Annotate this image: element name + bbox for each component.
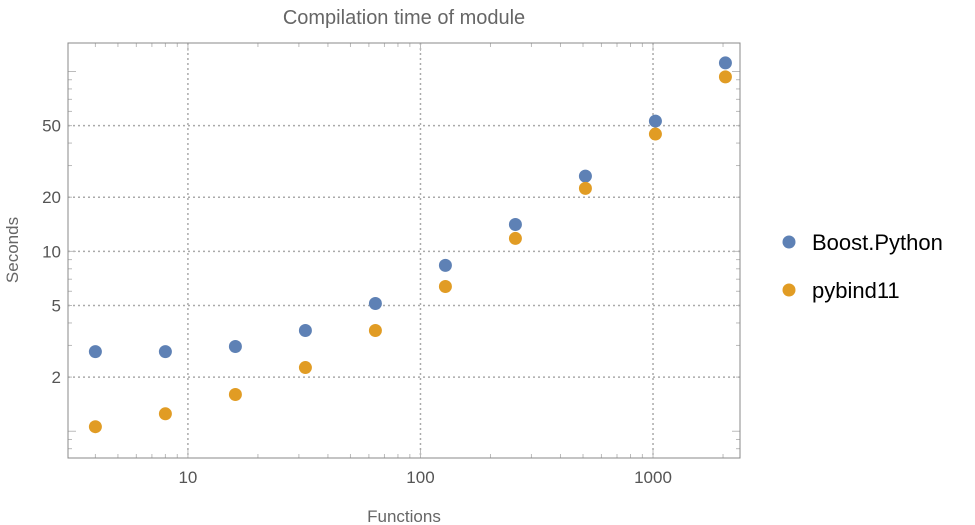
legend-label: Boost.Python [812,230,943,255]
data-points [88,56,732,434]
data-point-boost-python [718,56,732,70]
chart-title: Compilation time of module [283,7,525,29]
x-tick-labels: 10 100 1000 [178,468,671,487]
data-point-pybind11 [228,388,242,402]
y-tick-labels: 2 5 10 20 50 [42,117,61,387]
data-point-boost-python [578,169,592,183]
data-point-pybind11 [88,420,102,434]
y-tick-label: 20 [42,188,61,207]
legend-marker [782,283,796,297]
data-point-boost-python [298,324,312,338]
data-point-boost-python [648,114,662,128]
y-tick-label: 5 [52,297,61,316]
y-tick-label: 10 [42,242,61,261]
x-tick-label: 100 [406,468,434,487]
data-point-boost-python [228,339,242,353]
x-tick-label: 1000 [634,468,672,487]
legend-marker [782,235,796,249]
legend-label: pybind11 [812,278,900,303]
data-point-boost-python [88,345,102,359]
x-tick-label: 10 [178,468,197,487]
data-point-pybind11 [718,70,732,84]
data-point-boost-python [438,258,452,272]
y-tick-label: 50 [42,117,61,136]
y-axis-label: Seconds [3,217,22,283]
minor-ticks [68,43,740,458]
grid [68,43,740,458]
data-point-boost-python [368,297,382,311]
data-point-pybind11 [438,279,452,293]
x-axis-label: Functions [367,507,441,525]
data-point-pybind11 [508,231,522,245]
data-point-pybind11 [298,361,312,375]
data-point-pybind11 [368,324,382,338]
y-tick-label: 2 [52,368,61,387]
data-point-pybind11 [578,181,592,195]
data-point-pybind11 [648,127,662,141]
data-point-boost-python [508,218,522,232]
legend: Boost.Python pybind11 [782,230,943,303]
data-point-pybind11 [158,407,172,421]
data-point-boost-python [158,345,172,359]
plot-frame [67,42,741,459]
